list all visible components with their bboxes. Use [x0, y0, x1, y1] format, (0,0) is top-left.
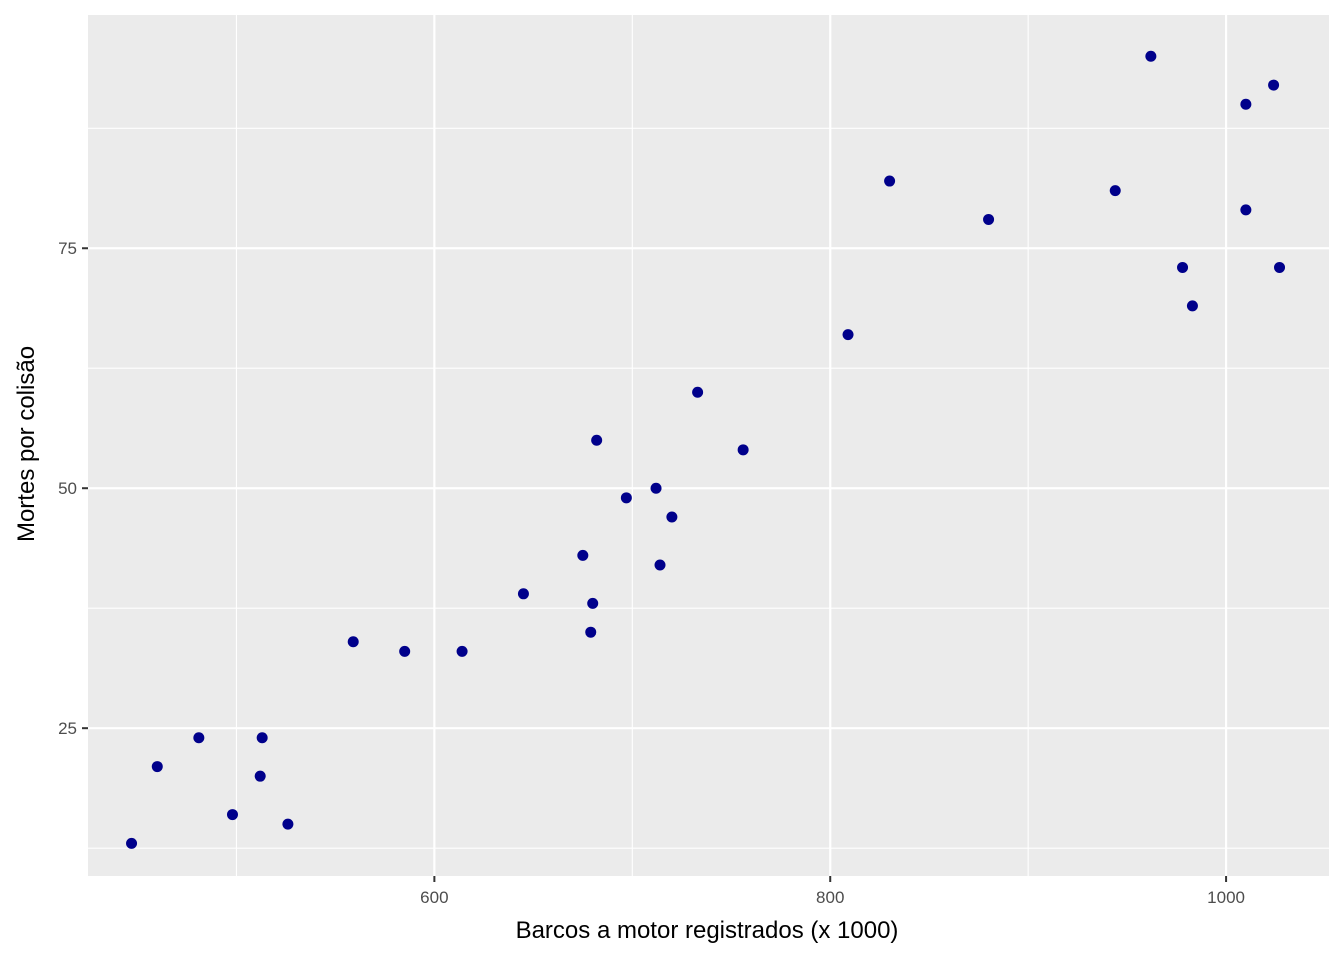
data-point: [347, 636, 359, 648]
x-axis: 600 800 1000: [420, 876, 1245, 907]
data-point: [151, 761, 163, 773]
data-point: [256, 732, 268, 744]
major-gridlines: [88, 15, 1329, 876]
data-point: [1109, 185, 1121, 197]
data-point: [650, 482, 662, 494]
x-tick-label: 1000: [1207, 888, 1245, 907]
x-axis-title: Barcos a motor registrados (x 1000): [516, 917, 899, 944]
data-point: [1177, 261, 1189, 273]
data-point: [126, 837, 138, 849]
data-point: [983, 213, 995, 225]
data-point: [1274, 261, 1286, 273]
y-tick-label: 75: [58, 239, 77, 258]
data-point: [193, 732, 205, 744]
y-axis: 25 50 75: [58, 239, 88, 738]
plot-panel: [88, 15, 1329, 876]
data-point: [456, 645, 468, 657]
y-axis-title: Mortes por colisão: [13, 346, 40, 542]
minor-gridlines: [88, 15, 1329, 876]
data-point: [1268, 79, 1280, 91]
data-point: [1240, 98, 1252, 110]
data-point: [1145, 50, 1157, 62]
data-point: [884, 175, 896, 187]
data-point: [1186, 300, 1198, 312]
data-point: [577, 549, 589, 561]
data-point: [399, 645, 411, 657]
data-points: [126, 50, 1286, 849]
y-tick-label: 50: [58, 479, 77, 498]
data-point: [692, 386, 704, 398]
data-point: [654, 559, 666, 571]
data-point: [620, 492, 632, 504]
data-point: [666, 511, 678, 523]
data-point: [737, 444, 749, 456]
data-point: [282, 818, 294, 830]
data-point: [254, 770, 266, 782]
x-tick-label: 800: [816, 888, 844, 907]
data-point: [842, 329, 854, 341]
x-tick-label: 600: [420, 888, 448, 907]
y-tick-label: 25: [58, 719, 77, 738]
data-point: [591, 434, 603, 446]
data-point: [587, 597, 599, 609]
data-point: [585, 626, 597, 638]
data-point: [226, 809, 238, 821]
data-point: [1240, 204, 1252, 216]
data-point: [517, 588, 529, 600]
